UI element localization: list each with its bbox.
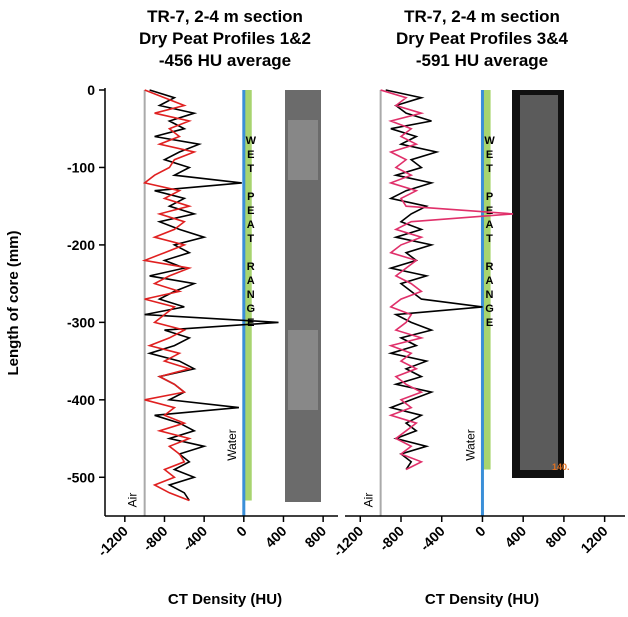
reference-label: Water	[225, 429, 239, 461]
y-axis-label: Length of core (mm)	[5, 230, 22, 375]
wet-peat-band	[243, 90, 252, 501]
x-tick-label: -1200	[330, 523, 367, 560]
chart-title: Dry Peat Profiles 1&2	[139, 29, 311, 48]
profile-line	[144, 89, 279, 501]
x-axis-label: CT Density (HU)	[168, 591, 282, 608]
y-tick-label: 0	[87, 82, 95, 98]
x-axis-label: CT Density (HU)	[425, 591, 539, 608]
reference-label: Air	[362, 493, 376, 508]
core-image-texture	[520, 95, 558, 470]
x-tick-label: -1200	[94, 523, 131, 560]
reference-label: Air	[126, 493, 140, 508]
y-tick-label: -400	[67, 392, 95, 408]
chart-title: -456 HU average	[159, 51, 291, 70]
chart-title: Dry Peat Profiles 3&4	[396, 29, 569, 48]
x-tick-label: 800	[301, 523, 329, 551]
x-tick-label: 800	[542, 523, 570, 551]
band-label: WET PEAT RANGE	[245, 135, 257, 331]
profile-line	[385, 89, 483, 470]
chart-title: TR-7, 2-4 m section	[404, 7, 560, 26]
x-tick-label: 400	[501, 523, 529, 551]
core-image-texture	[288, 330, 318, 410]
chart-title: TR-7, 2-4 m section	[147, 7, 303, 26]
x-tick-label: -800	[376, 523, 407, 554]
chart-title: -591 HU average	[416, 51, 548, 70]
x-tick-label: 1200	[577, 523, 610, 556]
x-tick-label: 0	[233, 523, 250, 540]
band-label: WET PEAT RANGE	[484, 135, 496, 331]
y-tick-label: -100	[67, 159, 95, 175]
x-tick-label: 400	[262, 523, 290, 551]
image-annotation: 140.	[552, 462, 570, 472]
profile-line	[380, 89, 514, 471]
reference-label: Water	[463, 429, 477, 461]
x-tick-label: -400	[417, 523, 448, 554]
x-tick-label: 0	[472, 523, 489, 540]
profile-line	[141, 89, 197, 502]
x-tick-label: -400	[179, 523, 210, 554]
core-image-texture	[288, 120, 318, 180]
wet-peat-band	[482, 90, 491, 470]
x-tick-label: -800	[139, 523, 170, 554]
y-tick-label: -300	[67, 314, 95, 330]
y-tick-label: -200	[67, 237, 95, 253]
y-tick-label: -500	[67, 469, 95, 485]
